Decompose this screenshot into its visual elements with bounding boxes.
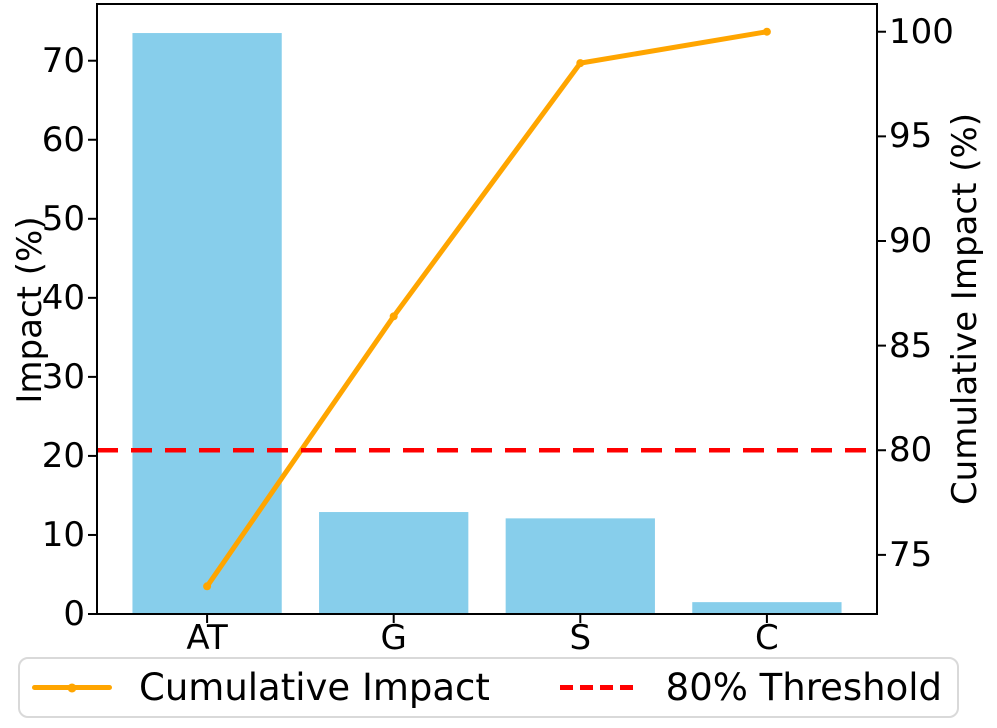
left-tick-label-0: 0: [63, 594, 85, 634]
axes-border: [96, 3, 878, 615]
x-tick-label-AT: AT: [186, 618, 228, 658]
threshold-dashed-swatch-icon: [559, 685, 633, 690]
right-tick-label-95: 95: [889, 116, 933, 157]
cumulative-point-AT: [203, 582, 212, 591]
left-tick-label-70: 70: [41, 40, 85, 81]
right-tick-label-85: 85: [889, 325, 933, 366]
left-axis-title: Impact (%): [10, 216, 50, 404]
left-tick-label-60: 60: [41, 119, 85, 160]
impact-bar-G: [319, 512, 469, 614]
impact-bar-S: [505, 518, 655, 614]
right-axis-title: Cumulative Impact (%): [945, 112, 985, 506]
right-tick-label-80: 80: [889, 430, 933, 471]
right-tick-label-100: 100: [889, 11, 954, 52]
plot-area: [88, 3, 886, 623]
right-tick-label-75: 75: [889, 534, 933, 575]
cumulative-point-S: [576, 59, 585, 68]
left-tick-label-20: 20: [41, 435, 85, 476]
x-tick-label-G: G: [380, 618, 407, 658]
line-marker-dot-icon: [67, 683, 77, 692]
cumulative-impact-line: [204, 29, 770, 589]
impact-bar-C: [692, 602, 842, 614]
impact-bar-AT: [132, 33, 282, 615]
legend-item-threshold: 80% Threshold: [559, 666, 942, 709]
legend-item-cumulative-impact: Cumulative Impact: [32, 669, 490, 706]
left-tick-label-30: 30: [41, 356, 85, 397]
cumulative-point-C: [762, 27, 771, 36]
left-tick-label-50: 50: [41, 198, 85, 239]
right-tick-label-90: 90: [889, 220, 933, 261]
x-tick-label-C: C: [755, 618, 779, 658]
cumulative-line-swatch-icon: [32, 683, 112, 692]
x-tick-label-S: S: [569, 618, 592, 658]
legend-label-threshold: 80% Threshold: [665, 666, 942, 709]
left-tick-label-10: 10: [41, 514, 85, 555]
left-tick-label-40: 40: [41, 277, 85, 318]
legend-label-cumulative-impact: Cumulative Impact: [139, 666, 490, 709]
cumulative-point-G: [389, 312, 398, 321]
legend: Cumulative Impact 80% Threshold: [18, 657, 959, 718]
